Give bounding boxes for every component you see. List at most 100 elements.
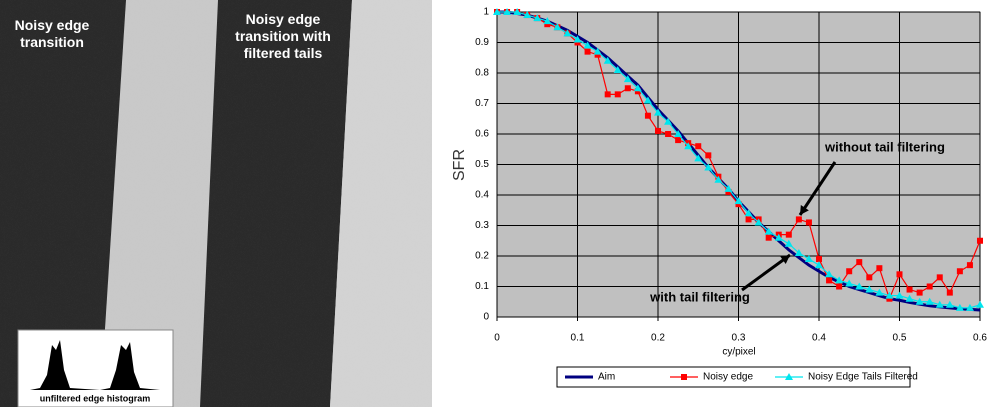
marker (593, 47, 602, 55)
marker (655, 127, 661, 134)
marker (794, 248, 803, 256)
marker (905, 294, 914, 302)
marker (866, 274, 873, 281)
marker (926, 283, 933, 290)
light-stripe (330, 0, 432, 407)
arrow-head (780, 255, 790, 265)
marker (745, 216, 752, 223)
marker (936, 274, 943, 281)
marker (935, 300, 944, 308)
marker (784, 239, 793, 247)
marker (946, 289, 953, 296)
legend-box (556, 366, 911, 388)
marker (734, 197, 743, 205)
x-tick-label: 0.2 (651, 333, 665, 344)
marker (735, 201, 742, 208)
legend-label: Aim (598, 372, 615, 383)
photo-label: Noisy edge transition (15, 17, 90, 50)
marker (815, 261, 823, 269)
dark-stripe (0, 0, 126, 407)
marker (845, 279, 854, 287)
marker (795, 216, 802, 223)
marker (533, 14, 542, 22)
y-tick-label: 0.1 (475, 281, 489, 292)
inset-caption: unfiltered edge histogram (40, 393, 151, 403)
legend-label: Noisy Edge Tails Filtered (808, 372, 918, 383)
legend-label: Noisy edge (703, 372, 753, 383)
y-tick-label: 0.6 (475, 129, 489, 140)
y-tick-label: 0.9 (475, 37, 489, 48)
marker (704, 163, 713, 171)
marker (724, 184, 733, 192)
marker (916, 289, 923, 296)
marker (513, 8, 522, 15)
marker (574, 39, 581, 46)
marker (744, 209, 753, 217)
marker (895, 291, 904, 299)
marker (915, 297, 924, 305)
y-tick-label: 0 (483, 312, 489, 323)
marker (694, 154, 703, 162)
marker (896, 271, 903, 278)
marker (785, 231, 792, 238)
marker (774, 233, 783, 241)
x-tick-label: 0.6 (973, 333, 987, 344)
marker (875, 288, 884, 296)
marker (855, 282, 864, 290)
marker (624, 85, 631, 92)
marker (705, 152, 712, 159)
marker (764, 227, 773, 235)
marker (836, 283, 843, 290)
marker (876, 265, 883, 272)
marker (634, 88, 641, 95)
marker (563, 29, 572, 37)
legend: Aim Noisy edge Noisy Edge Tails Filtered (556, 366, 918, 388)
x-axis-label: cy/pixel (722, 347, 755, 358)
marker (583, 41, 592, 49)
marker (493, 8, 501, 15)
photo-label: Noisy edge transition with filtered tails (235, 11, 331, 61)
marker (695, 143, 702, 150)
marker (826, 277, 833, 284)
y-tick-label: 0.2 (475, 251, 489, 262)
marker (654, 108, 662, 116)
dark-stripe (200, 0, 352, 407)
histogram-inset: unfiltered edge histogram (17, 329, 174, 407)
marker (573, 35, 582, 43)
marker (633, 84, 642, 92)
marker (865, 285, 874, 293)
x-tick-label: 0.4 (812, 333, 826, 344)
marker (603, 56, 612, 64)
marker (885, 291, 894, 299)
marker (623, 75, 632, 83)
y-tick-label: 0.7 (475, 98, 489, 109)
marker (977, 237, 983, 244)
marker (965, 303, 974, 311)
marker (906, 286, 913, 293)
marker (825, 270, 834, 278)
marker (614, 91, 621, 98)
y-tick-label: 0.3 (475, 220, 489, 231)
x-tick-label: 0 (494, 333, 500, 344)
marker (553, 23, 562, 31)
y-axis-label: SFR (451, 149, 468, 181)
histogram (30, 340, 160, 390)
annotation: with tail filtering (649, 289, 750, 304)
y-tick-label: 1 (483, 7, 489, 18)
marker (765, 234, 772, 241)
marker (714, 175, 723, 183)
marker (523, 11, 532, 19)
marker (966, 262, 973, 269)
x-tick-label: 0.5 (893, 333, 907, 344)
annotation: without tail filtering (824, 139, 945, 154)
marker (846, 268, 853, 275)
marker (976, 300, 984, 308)
marker (584, 48, 591, 55)
marker (503, 8, 512, 15)
marker (644, 112, 651, 119)
marker (544, 21, 551, 28)
marker (816, 256, 822, 263)
marker (886, 295, 893, 302)
